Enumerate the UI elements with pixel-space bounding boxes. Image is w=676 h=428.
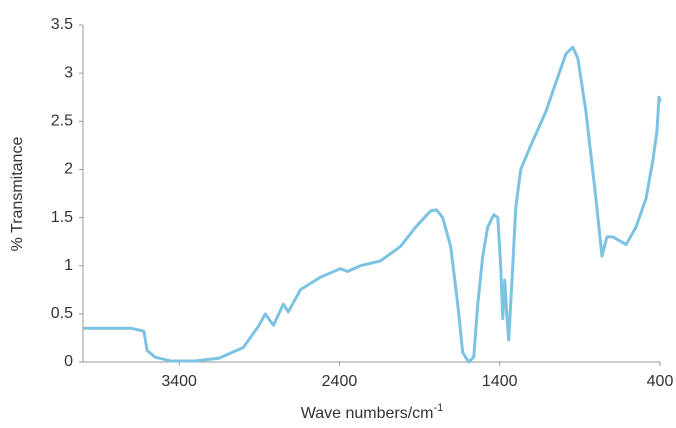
x-tick-label: 400: [647, 373, 674, 390]
y-tick-label: 2.5: [51, 113, 73, 130]
x-axis-label-text: Wave numbers/cm: [301, 405, 434, 422]
spectrum-line: [83, 45, 662, 364]
y-tick-label: 2: [64, 161, 73, 178]
y-axis-label: % Transmitance: [9, 137, 26, 252]
x-tick-label: 2400: [322, 373, 358, 390]
x-axis-label-superscript: -1: [434, 402, 444, 414]
x-tick-label: 3400: [161, 373, 197, 390]
y-tick-label: 0: [64, 353, 73, 370]
y-tick-label: 3.5: [51, 16, 73, 33]
y-tick-label: 3: [64, 64, 73, 81]
x-tick-label: 1400: [482, 373, 518, 390]
y-tick-label: 0.5: [51, 305, 73, 322]
y-tick-label: 1: [64, 257, 73, 274]
y-tick-label: 1.5: [51, 209, 73, 226]
x-axis-label: Wave numbers/cm-1: [301, 402, 444, 422]
